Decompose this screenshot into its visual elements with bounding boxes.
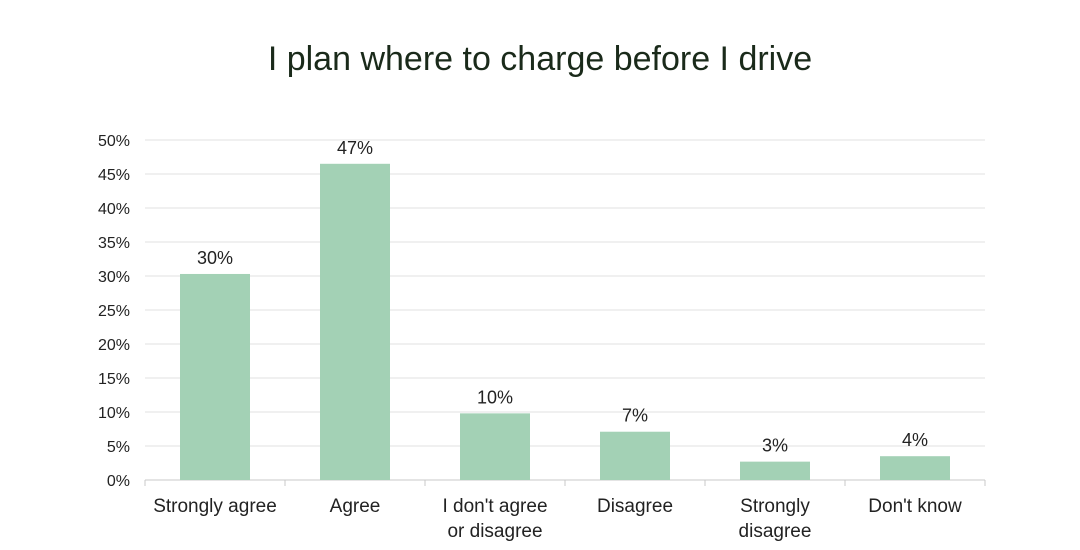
data-label: 7% <box>622 406 648 426</box>
y-tick-label: 20% <box>98 337 130 354</box>
y-tick-label: 30% <box>98 269 130 286</box>
bar <box>880 456 950 480</box>
y-tick-label: 10% <box>98 405 130 422</box>
data-label: 30% <box>197 248 233 268</box>
category-label: Agree <box>330 496 381 517</box>
category-label: Disagree <box>597 496 673 517</box>
y-tick-label: 15% <box>98 371 130 388</box>
y-tick-label: 5% <box>107 439 130 456</box>
chart-title: I plan where to charge before I drive <box>267 40 813 78</box>
y-tick-label: 50% <box>98 133 130 150</box>
category-label: I don't agree <box>442 496 547 517</box>
category-label: Strongly agree <box>153 496 277 517</box>
y-tick-label: 40% <box>98 201 130 218</box>
data-label: 10% <box>477 387 513 407</box>
data-label: 4% <box>902 430 928 450</box>
y-tick-label: 25% <box>98 303 130 320</box>
bar <box>320 163 390 481</box>
category-label: or disagree <box>447 521 542 542</box>
category-label: Don't know <box>868 496 962 517</box>
category-label: Strongly <box>740 496 810 517</box>
y-tick-label: 45% <box>98 167 130 184</box>
category-label: disagree <box>739 521 812 542</box>
bar <box>600 431 670 480</box>
bar <box>460 413 530 480</box>
y-tick-label: 0% <box>107 473 130 490</box>
bar <box>180 273 250 480</box>
y-tick-label: 35% <box>98 235 130 252</box>
data-label: 3% <box>762 436 788 456</box>
data-label: 47% <box>337 138 373 158</box>
bar <box>740 461 810 480</box>
